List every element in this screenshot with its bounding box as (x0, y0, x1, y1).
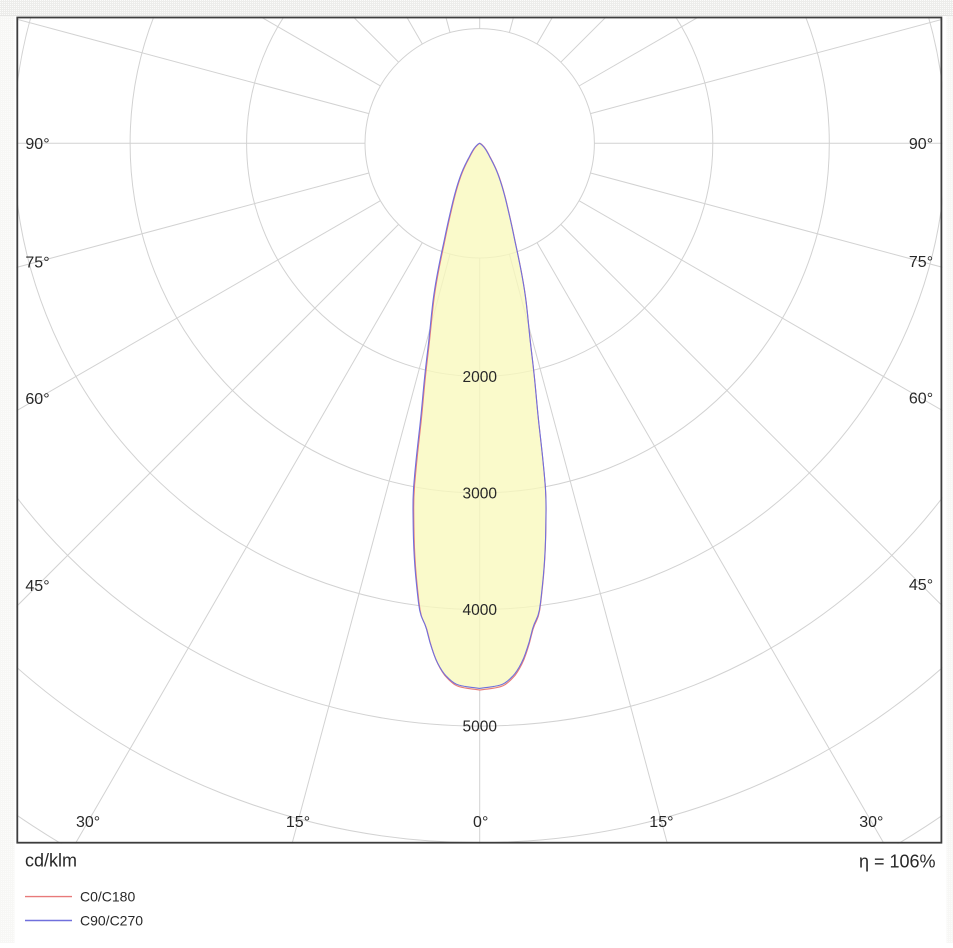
svg-text:90°: 90° (25, 136, 49, 153)
svg-text:30°: 30° (859, 814, 883, 831)
svg-text:0°: 0° (473, 814, 488, 831)
svg-text:45°: 45° (25, 578, 49, 595)
svg-text:3000: 3000 (462, 485, 497, 502)
svg-text:75°: 75° (25, 254, 49, 271)
svg-text:C0/C180: C0/C180 (80, 889, 135, 905)
svg-text:75°: 75° (909, 254, 933, 271)
svg-text:C90/C270: C90/C270 (80, 913, 143, 929)
svg-text:15°: 15° (286, 814, 310, 831)
svg-text:cd/klm: cd/klm (25, 851, 77, 871)
svg-text:45°: 45° (909, 577, 933, 594)
svg-text:60°: 60° (909, 391, 933, 408)
svg-text:15°: 15° (649, 814, 673, 831)
svg-text:η = 106%: η = 106% (859, 852, 936, 872)
svg-text:90°: 90° (909, 136, 933, 153)
svg-text:2000: 2000 (462, 369, 497, 386)
svg-text:30°: 30° (76, 814, 100, 831)
svg-text:60°: 60° (25, 391, 49, 408)
svg-text:4000: 4000 (462, 602, 497, 619)
svg-text:5000: 5000 (462, 719, 497, 736)
